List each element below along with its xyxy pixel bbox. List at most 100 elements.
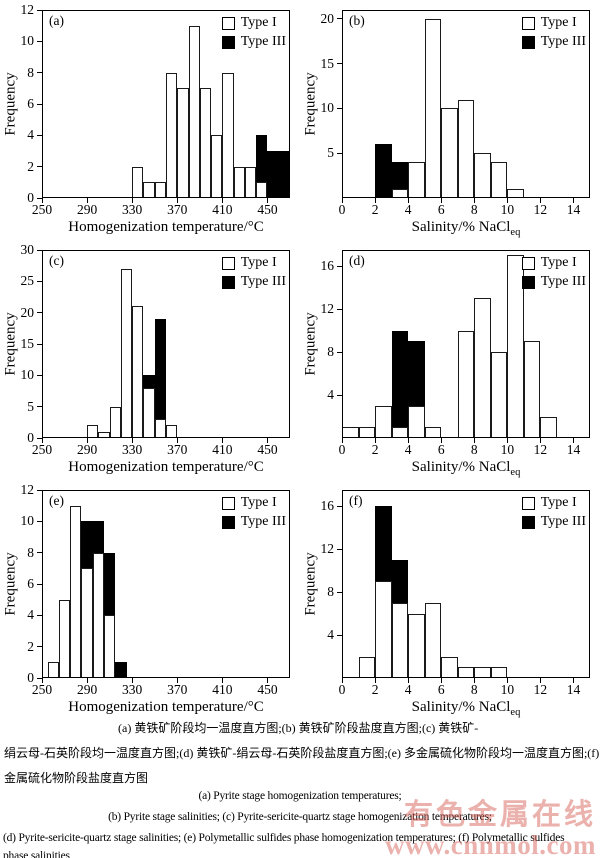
- legend-type3-swatch: [521, 515, 535, 529]
- legend-row-type3: Type III: [521, 514, 586, 530]
- x-tick: [131, 198, 133, 203]
- y-tick: [37, 437, 42, 439]
- x-tick: [440, 198, 442, 203]
- bar-type3: [267, 151, 279, 198]
- y-tick-label: 10: [20, 33, 35, 49]
- y-tick-label: 12: [320, 301, 335, 317]
- legend-type3-label: Type III: [240, 514, 286, 529]
- legend-row-type3: Type III: [521, 274, 586, 290]
- x-tick: [86, 438, 88, 443]
- x-tick: [572, 438, 574, 443]
- panel-label: (d): [349, 253, 365, 268]
- x-tick-label: 290: [76, 682, 98, 697]
- y-tick: [337, 351, 342, 353]
- legend-type1-label: Type I: [240, 15, 277, 30]
- x-tick: [374, 198, 376, 203]
- bar-type1: [166, 72, 178, 198]
- legend-row-type3: Type III: [521, 34, 586, 50]
- panel-c: 0 5 10 15 20 25 30 250 290 330 370 410 450 (c) Type I…: [0, 240, 300, 480]
- y-tick-label: 10: [20, 513, 35, 529]
- bar-type1: [375, 405, 392, 438]
- y-tick: [37, 312, 42, 314]
- bar-type1: [490, 352, 508, 438]
- bar-type3: [104, 552, 116, 616]
- legend-row-type1: Type I: [221, 15, 286, 31]
- x-tick-label: 14: [566, 202, 581, 217]
- y-tick-label: 6: [27, 96, 34, 111]
- x-tick: [572, 198, 574, 203]
- x-tick: [374, 678, 376, 683]
- bar-type1: [391, 189, 409, 198]
- legend-type1-swatch: [221, 16, 235, 30]
- bar-type1: [98, 431, 110, 438]
- x-tick-label: 330: [122, 682, 143, 697]
- y-tick: [37, 583, 42, 585]
- y-tick-label: 16: [320, 258, 335, 274]
- y-axis-title: Frequency: [2, 312, 19, 376]
- panel-label: (c): [49, 253, 64, 268]
- bar-type1: [474, 667, 491, 678]
- bar-type1: [342, 427, 359, 438]
- legend: Type I Type III: [221, 15, 286, 53]
- y-tick: [337, 107, 342, 109]
- bar-type3: [92, 521, 104, 553]
- y-tick-label: 2: [27, 638, 34, 654]
- x-tick: [506, 438, 508, 443]
- bar-type3: [278, 151, 290, 198]
- x-tick: [539, 438, 541, 443]
- y-tick: [37, 280, 42, 282]
- bar-type1: [120, 268, 133, 438]
- panel-label: (e): [49, 493, 64, 508]
- bar-type1: [391, 427, 409, 438]
- x-axis-title: Homogenization temperature/°C: [68, 459, 264, 475]
- caption-en-line4: phase salinities: [3, 850, 70, 858]
- x-tick: [86, 678, 88, 683]
- panel-label: (b): [349, 13, 365, 28]
- y-tick-label: 5: [27, 398, 34, 414]
- bar-type1: [166, 425, 178, 438]
- bar-type3: [143, 375, 155, 388]
- x-tick-label: 10: [500, 202, 515, 217]
- x-tick-label: 330: [122, 442, 143, 457]
- caption-cn-line2: 绢云母-石英阶段均一温度直方图;(d) 黄铁矿-绢云母-石英阶段盐度直方图;(e…: [4, 746, 600, 760]
- bar-type1: [233, 166, 245, 198]
- y-tick: [37, 646, 42, 648]
- bar-type1: [408, 613, 425, 678]
- bar-type3: [408, 341, 425, 406]
- x-tick: [473, 678, 475, 683]
- x-tick-label: 6: [437, 202, 445, 217]
- x-tick-label: 0: [338, 202, 346, 217]
- bar-type1: [132, 166, 144, 198]
- bar-type1: [441, 656, 458, 678]
- x-tick: [176, 438, 178, 443]
- bar-type1: [143, 387, 155, 438]
- bar-type1: [199, 88, 212, 198]
- y-tick-label: 8: [327, 344, 334, 360]
- x-tick-label: 2: [371, 682, 379, 697]
- legend-type1-label: Type I: [240, 255, 277, 270]
- x-tick: [539, 678, 541, 683]
- legend: Type I Type III: [221, 495, 286, 533]
- bar-type1: [457, 99, 475, 198]
- y-tick: [337, 265, 342, 267]
- bar-type1: [188, 25, 200, 198]
- y-tick: [337, 505, 342, 507]
- bar-type1: [424, 602, 442, 678]
- y-tick-label: 8: [327, 584, 334, 600]
- x-axis-title: Homogenization temperature/°C: [68, 699, 264, 715]
- y-tick: [337, 591, 342, 593]
- legend-type3-label: Type III: [540, 34, 586, 49]
- y-tick: [337, 18, 342, 20]
- bar-type1: [132, 306, 144, 438]
- x-tick: [407, 198, 409, 203]
- y-tick: [37, 9, 42, 11]
- legend-type3-swatch: [221, 275, 235, 289]
- x-tick-label: 450: [257, 682, 278, 697]
- bar-type3: [391, 162, 409, 190]
- legend-row-type1: Type I: [521, 495, 586, 511]
- legend-type3-label: Type III: [240, 34, 286, 49]
- y-tick: [337, 548, 342, 550]
- y-tick-label: 10: [20, 367, 35, 383]
- x-tick: [440, 438, 442, 443]
- y-tick-label: 0: [27, 670, 34, 685]
